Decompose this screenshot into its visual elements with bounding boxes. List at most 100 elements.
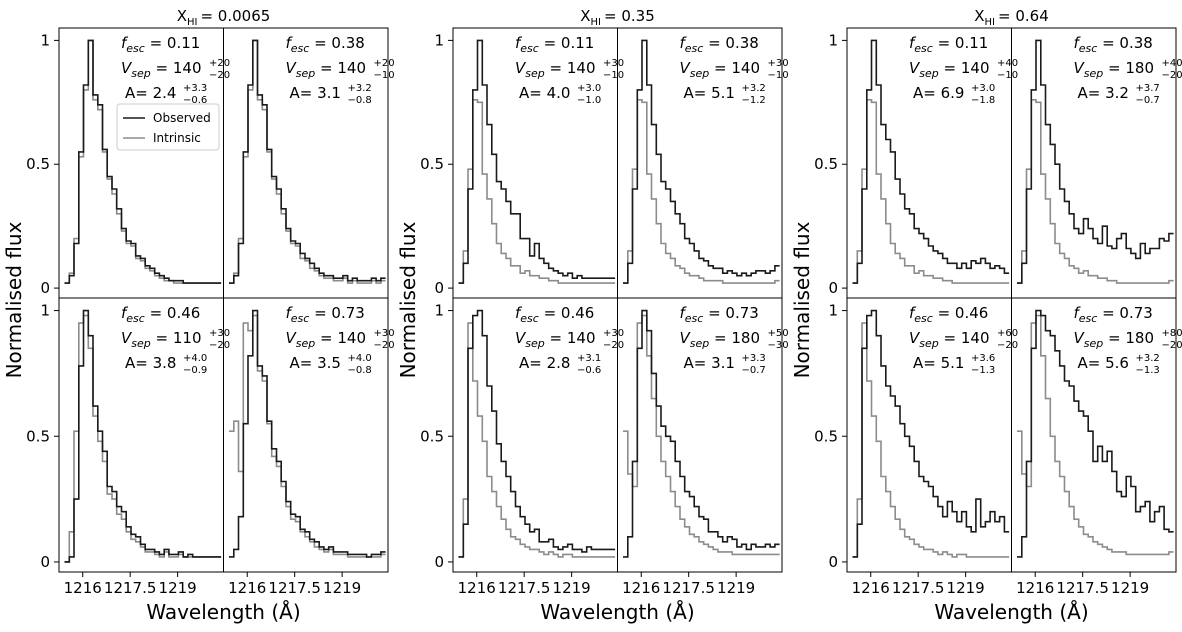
group-title: XHI = 0.64 — [974, 7, 1049, 28]
annot-a-lower: −0.8 — [348, 95, 372, 106]
annot-vsep-lower: −20 — [603, 340, 624, 351]
annot-vsep-upper: +30 — [603, 58, 624, 69]
panel-0-3: 1216 1217.5 1219 fesc = 0.73 Vsep = 140 +30−2… — [223, 297, 395, 597]
y-tick-label: 0 — [434, 553, 444, 571]
annot-v: V — [1074, 329, 1086, 347]
panel-0-0: 0 0.5 1 fesc = 0.11 Vsep = 140 +20−20 A= 2.4 +3… — [26, 27, 230, 299]
series-observed — [623, 39, 780, 284]
annot-vsep: Vsep = 140 — [680, 59, 761, 80]
title-value: = 0.0065 — [200, 7, 270, 25]
annot-a-upper: +3.1 — [577, 353, 601, 364]
y-tick-label: 0.5 — [420, 427, 444, 445]
annot-sep: sep — [296, 337, 315, 350]
annot-sep: sep — [690, 337, 709, 350]
x-tick-label: 1217.5 — [268, 579, 321, 597]
title-value: = 0.35 — [604, 7, 655, 25]
annot-a-lower: −1.3 — [1136, 365, 1160, 376]
annot-esc: esc — [520, 42, 539, 55]
panel-1-1: fesc = 0.38 Vsep = 140 +30−10 A= 5.1 +3.2−1.… — [617, 27, 789, 299]
annot-vsep-upper: +30 — [603, 328, 624, 339]
annot-f: f — [680, 34, 688, 52]
annot-vsep-lower: −10 — [374, 70, 395, 81]
annot-sep: sep — [525, 67, 544, 80]
y-tick-label: 1 — [434, 302, 444, 320]
x-tick-label: 1219 — [717, 579, 755, 597]
series-observed — [623, 309, 780, 558]
annot-a-lower: −0.7 — [1136, 95, 1160, 106]
annot-vsep-lower: −20 — [1162, 340, 1182, 351]
series-observed — [1017, 39, 1174, 284]
annot-a-upper: +4.0 — [348, 353, 372, 364]
annot-v: V — [1074, 59, 1086, 77]
annot-vsep-upper: +40 — [1162, 58, 1182, 69]
y-tick-label: 0.5 — [26, 427, 50, 445]
annot-v: V — [515, 59, 527, 77]
annot-a: A= 5.6 — [1078, 354, 1129, 372]
annot-v: V — [286, 59, 298, 77]
ylabel: Normalised flux — [396, 221, 420, 378]
annot-esc: esc — [126, 312, 145, 325]
annot-vsep: Vsep = 180 — [1074, 59, 1155, 80]
annot-a-lower: −1.2 — [742, 95, 766, 106]
series-intrinsic — [1017, 99, 1174, 284]
annot-esc: esc — [520, 312, 539, 325]
annot-fesc-value: = 0.38 — [1097, 34, 1153, 52]
annot-a: A= 3.5 — [290, 354, 341, 372]
annot-fesc: fesc = 0.46 — [515, 304, 594, 325]
panel-0-2: 0 0.5 1 1216 1217.5 1219 fesc = 0.46 Vsep = 110… — [26, 297, 230, 597]
legend-observed-label: Observed — [153, 111, 211, 125]
panel-frame — [223, 297, 389, 573]
title-x: X — [974, 7, 984, 25]
annot-a-lower: −0.9 — [183, 365, 207, 376]
annot-vsep-lower: −20 — [1162, 70, 1182, 81]
annot-fesc: fesc = 0.46 — [909, 304, 988, 325]
annot-fesc-value: = 0.73 — [703, 304, 759, 322]
panel-frame — [617, 297, 783, 573]
annot-fesc-value: = 0.38 — [309, 34, 365, 52]
annot-vsep: Vsep = 140 — [286, 59, 367, 80]
annot-f: f — [286, 34, 294, 52]
x-tick-label: 1217.5 — [662, 579, 715, 597]
series-intrinsic — [852, 322, 1010, 558]
annot-a-upper: +3.0 — [577, 83, 601, 94]
annot-a-upper: +4.0 — [183, 353, 207, 364]
annot-esc: esc — [685, 42, 704, 55]
annot-vsep-value: = 140 — [151, 59, 202, 77]
annot-vsep-value: = 140 — [939, 59, 990, 77]
annot-a-lower: −0.6 — [577, 365, 601, 376]
annot-a: A= 5.1 — [913, 354, 964, 372]
annot-a: A= 3.8 — [125, 354, 176, 372]
title-value: = 0.64 — [998, 7, 1049, 25]
annot-fesc: fesc = 0.73 — [680, 304, 759, 325]
annot-v: V — [121, 329, 133, 347]
annot-fesc: fesc = 0.38 — [1074, 34, 1153, 55]
y-tick-label: 0.5 — [814, 155, 838, 173]
series-intrinsic — [852, 99, 1010, 284]
xlabel: Wavelength (Å) — [934, 600, 1088, 624]
annot-sep: sep — [131, 337, 150, 350]
legend: Observed Intrinsic — [116, 103, 220, 151]
annot-vsep-upper: +40 — [997, 58, 1018, 69]
x-tick-label: 1217.5 — [498, 579, 551, 597]
annot-v: V — [286, 329, 298, 347]
annot-a-lower: −0.6 — [183, 95, 207, 106]
annot-vsep-upper: +80 — [1162, 328, 1182, 339]
annot-fesc: fesc = 0.11 — [121, 34, 200, 55]
series-observed — [64, 309, 222, 563]
annot-fesc: fesc = 0.73 — [286, 304, 365, 325]
annot-sep: sep — [919, 67, 938, 80]
x-tick-label: 1216 — [852, 579, 890, 597]
y-tick-label: 0 — [40, 553, 50, 571]
annot-v: V — [680, 59, 692, 77]
annot-a: A= 3.2 — [1078, 84, 1129, 102]
annot-vsep-upper: +30 — [768, 58, 789, 69]
xlabel: Wavelength (Å) — [540, 600, 694, 624]
series-intrinsic — [623, 314, 780, 556]
annot-f: f — [515, 34, 523, 52]
x-tick-label: 1219 — [323, 579, 361, 597]
annot-a: A= 4.0 — [519, 84, 570, 102]
series-observed — [852, 309, 1010, 558]
panel-1-2: 0 0.5 1 1216 1217.5 1219 fesc = 0.46 Vsep = 140… — [420, 297, 624, 597]
annot-esc: esc — [291, 312, 310, 325]
